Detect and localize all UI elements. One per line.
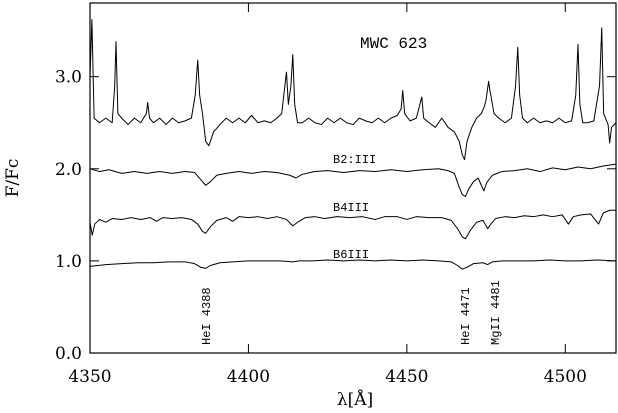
line-annotation: HeI 4471 [459,287,473,345]
x-tick-label: 4400 [227,367,270,387]
series-label: MWC 623 [360,35,427,53]
series-label: B6III [333,248,369,262]
y-tick-label: 0.0 [55,344,82,364]
x-tick-label: 4450 [385,367,428,387]
y-axis-label: F/Fc [3,159,23,198]
spectrum-line [89,259,617,270]
spectrum-line [89,163,617,197]
plot-frame [89,2,617,354]
line-annotation: HeI 4388 [200,287,214,345]
y-tick-label: 3.0 [55,68,82,88]
series-label: B2:III [333,153,376,167]
y-tick-label: 1.0 [55,252,82,272]
spectrum-line [89,209,616,240]
spectrum-line [89,19,617,161]
x-tick-label: 4500 [544,367,587,387]
x-tick-label: 4350 [68,367,111,387]
y-tick-label: 2.0 [55,160,82,180]
x-axis-label: λ[Å] [337,389,373,410]
series-label: B4III [333,201,369,215]
line-annotation: MgII 4481 [489,280,503,345]
